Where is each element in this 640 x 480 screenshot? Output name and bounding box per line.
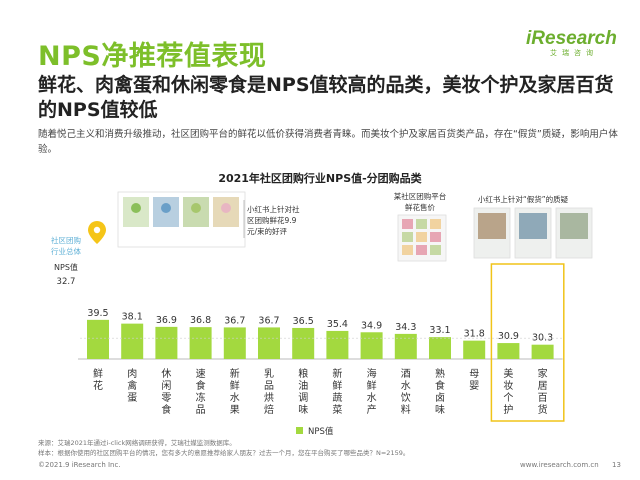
chart-title: 2021年社区团购行业NPS值-分团购品类	[218, 172, 422, 185]
bar-value-label: 34.9	[361, 320, 382, 331]
bar-7	[326, 330, 349, 359]
copyright: ©2021.9 iResearch Inc.	[38, 461, 121, 469]
bar-value-label: 36.5	[293, 316, 314, 327]
platform-product-thumbnail	[416, 245, 427, 255]
bar-value-label: 33.1	[429, 325, 450, 336]
pin-center	[93, 226, 101, 234]
platform-note-line2: 鲜花售价	[405, 202, 435, 212]
category-label: 酒水饮料	[401, 368, 411, 416]
bar-value-label: 39.5	[87, 308, 108, 319]
category-label: 美妆个护	[503, 367, 513, 416]
bar-1	[121, 323, 144, 359]
logo-subtext: 艾瑞咨询	[550, 49, 598, 57]
bar-value-label: 36.7	[224, 315, 245, 326]
bar-value-label: 36.9	[156, 315, 177, 326]
bar-value-label: 36.8	[190, 315, 211, 326]
platform-product-thumbnail	[430, 245, 441, 255]
flower-photo-blossom	[191, 203, 201, 213]
category-label: 新鲜蔬菜	[332, 367, 342, 416]
flower-note-line2: 区团购鲜花9.9	[247, 215, 297, 225]
bar-value-label: 38.1	[122, 312, 143, 323]
platform-product-thumbnail	[402, 232, 413, 242]
category-label: 海鲜水产	[367, 367, 377, 416]
fake-goods-photo-2	[519, 213, 547, 239]
category-label: 熟食卤味	[435, 367, 445, 416]
bar-value-label: 31.8	[464, 329, 485, 340]
bar-value-label: 34.3	[395, 322, 416, 333]
platform-product-thumbnail	[402, 245, 413, 255]
bar-6	[292, 327, 315, 359]
highlight-box	[490, 263, 565, 422]
page-number: 13	[612, 461, 621, 469]
category-label: 休闲零食	[161, 368, 171, 416]
legend-swatch	[296, 427, 303, 434]
category-label: 乳品烘焙	[264, 367, 274, 416]
bar-2	[155, 326, 178, 359]
category-label: 粮油调味	[298, 367, 308, 416]
bar-12	[497, 343, 520, 359]
bar-10	[429, 337, 451, 359]
flower-photo-blossom	[131, 203, 141, 213]
platform-product-thumbnail	[402, 219, 413, 229]
category-label: 母婴	[469, 368, 479, 392]
platform-product-thumbnail	[416, 219, 427, 229]
bar-value-label: 30.3	[532, 333, 553, 344]
description: 随着悦己主义和消费升级推动，社区团购平台的鲜花以低价获得消费者青睐。而美妆个护及…	[38, 129, 618, 155]
flower-photo-blossom	[221, 203, 231, 213]
overall-value: 32.7	[57, 277, 76, 287]
fake-goods-photo-3	[560, 213, 588, 239]
bar-value-label: 30.9	[498, 331, 519, 342]
overall-label-line3: NPS值	[54, 262, 78, 272]
category-label: 家居百货	[538, 367, 548, 416]
iresearch-logo: iResearch 艾瑞咨询	[526, 28, 617, 68]
bar-value-label: 35.4	[327, 319, 348, 330]
platform-product-thumbnail	[416, 232, 427, 242]
legend-label: NPS值	[308, 426, 334, 437]
bar-8	[360, 332, 383, 359]
bar-4	[223, 327, 246, 359]
fake-goods-note: 小红书上针对“假货”的质疑	[478, 194, 569, 204]
bar-3	[189, 327, 212, 359]
fake-goods-photo-1	[478, 213, 506, 239]
category-label: 肉禽蛋	[127, 367, 137, 404]
category-label: 新鲜水果	[230, 367, 240, 416]
platform-product-thumbnail	[430, 232, 441, 242]
page-title: NPS净推荐值表现	[38, 41, 267, 72]
overall-label-line2: 行业总体	[51, 246, 81, 256]
category-label: 速食冻品	[196, 368, 206, 416]
bar-11	[463, 340, 486, 359]
logo-text: iResearch	[526, 28, 617, 49]
platform-product-thumbnail	[430, 219, 441, 229]
bar-5	[258, 327, 280, 359]
bar-0	[87, 319, 109, 359]
flower-note-line3: 元/束的好评	[247, 226, 288, 236]
website-link[interactable]: www.iresearch.com.cn	[520, 461, 599, 469]
bar-9	[394, 333, 417, 359]
bar-13	[531, 344, 554, 359]
flower-photo-blossom	[161, 203, 171, 213]
category-label: 鲜花	[93, 367, 103, 392]
source-note: 来源：艾瑞2021年通过i-click网络调研获得，艾瑞社媒监测数据库。	[38, 439, 236, 447]
platform-note-line1: 某社区团购平台	[394, 191, 447, 201]
overall-label-line1: 社区团购	[51, 235, 81, 245]
flower-note-line1: 小红书上针对社	[247, 204, 300, 214]
sample-note: 样本：根据你使用的社区团购平台的情况，您有多大的意愿推荐给家人朋友？过去一个月，…	[38, 449, 410, 457]
bar-value-label: 36.7	[258, 315, 279, 326]
headline: 鲜花、肉禽蛋和休闲零食是NPS值较高的品类，美妆个护及家居百货的NPS值较低	[38, 74, 614, 121]
